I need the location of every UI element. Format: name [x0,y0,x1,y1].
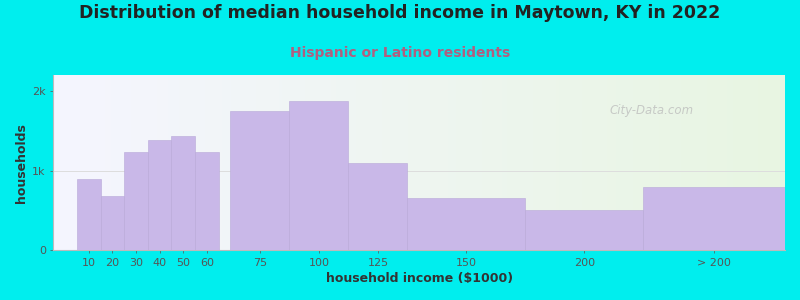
Text: City-Data.com: City-Data.com [610,103,694,116]
Bar [230,111,290,250]
Text: Distribution of median household income in Maytown, KY in 2022: Distribution of median household income … [79,4,721,22]
Bar [77,178,101,250]
X-axis label: household income ($1000): household income ($1000) [326,272,513,285]
Bar [290,101,349,250]
Bar [407,198,526,250]
Bar [349,163,407,250]
Bar [171,136,195,250]
Bar [124,152,148,250]
Bar [526,210,643,250]
Bar [195,152,218,250]
Text: Hispanic or Latino residents: Hispanic or Latino residents [290,46,510,61]
Bar [148,140,171,250]
Bar [101,196,124,250]
Bar [643,187,785,250]
Y-axis label: households: households [15,123,28,202]
